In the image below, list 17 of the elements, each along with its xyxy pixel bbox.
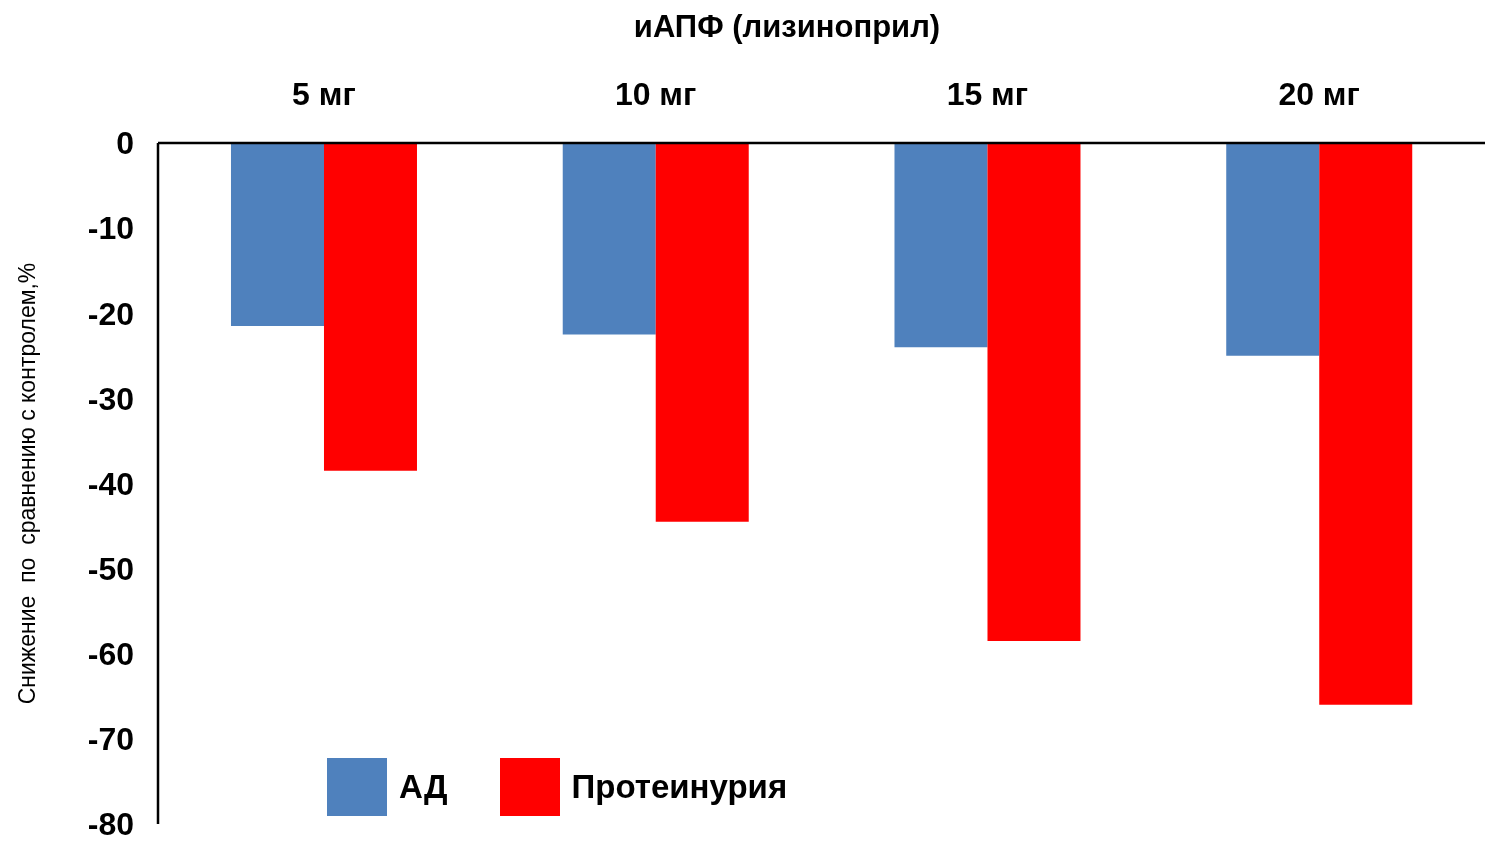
y-tick-label: -60 [87, 636, 134, 673]
x-tick-label: 20 мг [1278, 76, 1360, 112]
y-tick-label: -20 [87, 295, 134, 332]
y-tick-label: 0 [116, 125, 134, 162]
legend-label: АД [399, 768, 448, 806]
x-tick-label: 5 мг [292, 76, 356, 112]
y-axis-title: Снижение по сравнению с контролем,% [14, 262, 40, 705]
y-tick-label: -30 [87, 380, 134, 417]
y-tick-label: -40 [87, 465, 134, 502]
legend-label: Протеинурия [571, 768, 788, 806]
y-tick-label: -50 [87, 550, 134, 587]
x-tick-label: 15 мг [946, 76, 1029, 112]
y-tick-label: -70 [87, 721, 134, 758]
x-tick-label: 10 мг [614, 76, 697, 112]
y-tick-label: -80 [87, 806, 134, 843]
chart-title: иАПФ (лизиноприл) [632, 8, 942, 46]
y-tick-label: -10 [87, 210, 134, 247]
